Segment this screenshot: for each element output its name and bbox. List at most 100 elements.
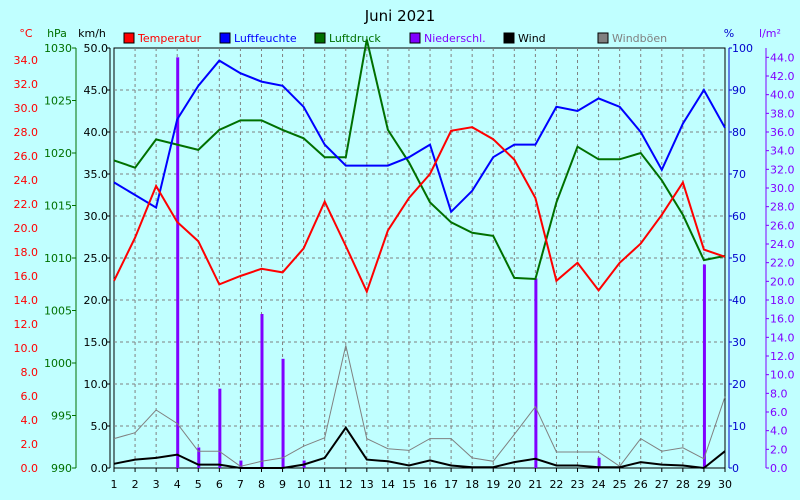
x-tick-label: 5	[195, 478, 202, 491]
x-tick-label: 1	[111, 478, 118, 491]
tick-label-temp: 10.0	[14, 342, 39, 355]
x-tick-label: 9	[279, 478, 286, 491]
tick-label-press: 995	[51, 410, 72, 423]
series-line-wind	[113, 425, 726, 470]
tick-label-rain: 8.0	[770, 387, 788, 400]
tick-label-press: 1000	[44, 357, 72, 370]
tick-label-temp: 22.0	[14, 198, 39, 211]
x-tick-label: 30	[718, 478, 732, 491]
tick-label-rain: 24.0	[770, 238, 795, 251]
legend-label: Luftdruck	[329, 32, 381, 45]
x-tick-label: 8	[258, 478, 265, 491]
legend-swatch	[219, 32, 231, 44]
tick-label-temp: 14.0	[14, 294, 39, 307]
tick-label-rain: 42.0	[770, 70, 795, 83]
unit-label-wind: km/h	[78, 27, 106, 40]
tick-label-temp: 32.0	[14, 78, 39, 91]
tick-label-wind: 25.0	[84, 252, 109, 265]
unit-label-rain: l/m²	[759, 27, 781, 40]
x-tick-label: 2	[132, 478, 139, 491]
tick-label-press: 1025	[44, 95, 72, 108]
series-line-temperatur	[113, 126, 726, 295]
tick-label-wind: 5.0	[91, 420, 109, 433]
tick-label-hum: 50	[732, 252, 746, 265]
tick-label-temp: 34.0	[14, 54, 39, 67]
x-tick-label: 24	[592, 478, 606, 491]
tick-label-press: 1005	[44, 305, 72, 318]
tick-label-wind: 0.0	[91, 462, 109, 475]
tick-label-rain: 34.0	[770, 145, 795, 158]
x-tick-label: 17	[444, 478, 458, 491]
tick-label-rain: 18.0	[770, 294, 795, 307]
tick-label-wind: 40.0	[84, 126, 109, 139]
chart-title: Juni 2021	[364, 7, 436, 25]
unit-label-press: hPa	[47, 27, 67, 40]
legend-label: Temperatur	[137, 32, 202, 45]
tick-label-press: 1030	[44, 42, 72, 55]
tick-label-rain: 20.0	[770, 275, 795, 288]
tick-label-rain: 36.0	[770, 126, 795, 139]
tick-label-rain: 22.0	[770, 257, 795, 270]
x-tick-label: 25	[613, 478, 627, 491]
legend-label: Luftfeuchte	[234, 32, 297, 45]
tick-label-hum: 30	[732, 336, 746, 349]
tick-label-temp: 12.0	[14, 318, 39, 331]
x-tick-label: 20	[507, 478, 521, 491]
tick-label-temp: 6.0	[21, 390, 39, 403]
tick-label-temp: 30.0	[14, 102, 39, 115]
tick-label-wind: 15.0	[84, 336, 109, 349]
rain-bar	[197, 447, 201, 468]
x-tick-label: 11	[318, 478, 332, 491]
tick-label-temp: 26.0	[14, 150, 39, 163]
unit-label-temp: °C	[19, 27, 33, 40]
x-tick-label: 23	[571, 478, 585, 491]
tick-label-press: 1015	[44, 200, 72, 213]
legend-swatch	[123, 32, 135, 44]
rain-bar	[239, 460, 243, 468]
legend-swatch	[409, 32, 421, 44]
rain-bar	[176, 57, 180, 468]
rain-bar	[702, 264, 706, 468]
legend-label: Niederschl.	[424, 32, 486, 45]
x-tick-label: 15	[402, 478, 416, 491]
tick-label-wind: 30.0	[84, 210, 109, 223]
tick-label-wind: 50.0	[84, 42, 109, 55]
tick-label-rain: 32.0	[770, 163, 795, 176]
legend-label: Windböen	[612, 32, 667, 45]
tick-label-press: 990	[51, 462, 72, 475]
tick-label-hum: 90	[732, 84, 746, 97]
x-tick-label: 4	[174, 478, 181, 491]
tick-label-rain: 12.0	[770, 350, 795, 363]
x-tick-label: 29	[697, 478, 711, 491]
plot-area	[113, 47, 726, 469]
tick-label-rain: 6.0	[770, 406, 788, 419]
x-tick-label: 16	[423, 478, 437, 491]
tick-label-rain: 30.0	[770, 182, 795, 195]
tick-label-temp: 20.0	[14, 222, 39, 235]
tick-label-rain: 38.0	[770, 107, 795, 120]
unit-label-hum: %	[724, 27, 734, 40]
x-tick-label: 27	[655, 478, 669, 491]
x-tick-label: 22	[549, 478, 563, 491]
tick-label-temp: 24.0	[14, 174, 39, 187]
legend-label: Wind	[518, 32, 546, 45]
tick-label-hum: 100	[732, 42, 753, 55]
tick-label-temp: 4.0	[21, 414, 39, 427]
x-tick-label: 14	[381, 478, 395, 491]
legend-swatch	[314, 32, 326, 44]
x-tick-label: 13	[360, 478, 374, 491]
tick-label-hum: 20	[732, 378, 746, 391]
rain-bar	[597, 457, 601, 468]
x-tick-label: 19	[486, 478, 500, 491]
tick-label-rain: 14.0	[770, 331, 795, 344]
tick-label-wind: 10.0	[84, 378, 109, 391]
legend-swatch	[597, 32, 609, 44]
tick-label-temp: 0.0	[21, 462, 39, 475]
x-tick-label: 18	[465, 478, 479, 491]
x-tick-label: 12	[339, 478, 353, 491]
tick-label-wind: 20.0	[84, 294, 109, 307]
tick-label-wind: 35.0	[84, 168, 109, 181]
series-line-luftfeuchte	[113, 59, 726, 214]
x-tick-label: 21	[528, 478, 542, 491]
